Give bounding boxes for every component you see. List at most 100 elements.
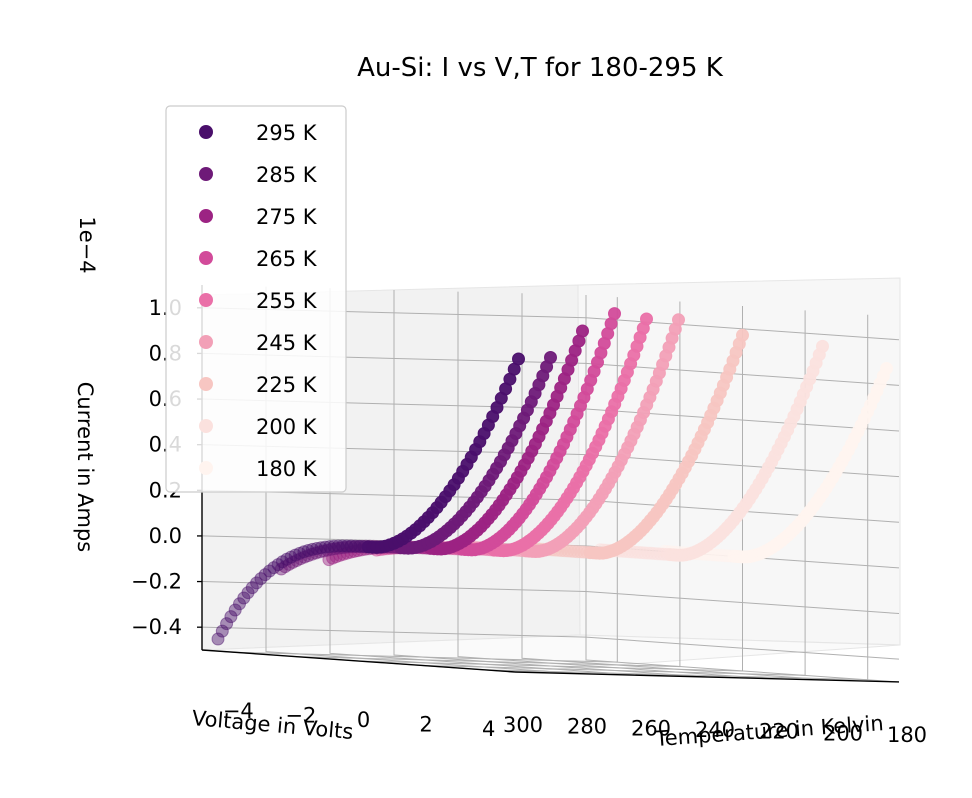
data-point [816,339,829,353]
y-tick-label: 180 [887,723,927,747]
data-point [317,544,331,558]
data-point [274,562,288,576]
legend-marker [199,251,213,265]
data-point [736,328,749,342]
gridline-v [233,297,618,663]
data-point [644,546,658,560]
legend-label: 225 K [256,373,318,397]
data-point [322,553,336,567]
y-axis-line [514,671,900,683]
data-point [320,543,334,557]
legend-frame [165,105,347,493]
data-point [631,545,645,559]
data-point [324,542,338,556]
legend-label: 200 K [256,415,318,439]
data-point [561,544,575,558]
data-point [714,548,728,562]
data-point [336,541,350,555]
data-point [640,312,653,326]
y-tick-label: 300 [503,713,543,737]
data-point [567,545,581,558]
x-tick-label: 2 [419,712,432,736]
x-tick-label: 4 [482,717,495,741]
x-tick-label: −2 [285,704,316,728]
y-tick-label: 280 [567,715,607,739]
data-point [647,547,661,560]
legend-label: 295 K [256,121,318,145]
data-point [672,313,685,327]
data-point [650,547,664,561]
data-point [326,551,340,565]
data-point [301,549,315,563]
x-axis-label: Voltage in Volts [191,706,354,744]
data-point [228,603,242,617]
data-point [348,539,362,553]
data-point [544,351,557,364]
data-point [641,546,655,560]
data-point [309,546,323,560]
data-point [711,548,725,562]
data-point [340,540,354,554]
data-point [347,544,361,558]
data-point [286,555,300,569]
data-point [263,564,276,578]
data-point [211,632,225,646]
legend: 295 K 285 K 275 K 265 K 255 K 245 K 225 K 200 K… [165,105,347,493]
data-point [215,624,229,638]
legend-marker [199,419,213,433]
data-point [336,539,349,553]
scatter-points [211,307,893,646]
data-point [275,555,289,569]
z-axis-label: Current in Amps [73,382,97,552]
data-point [327,539,341,553]
chart-title: Au-Si: I vs V,T for 180-295 K [357,53,724,83]
data-point [290,554,304,567]
data-point [301,544,315,557]
data-point [340,546,354,560]
data-point [318,540,332,554]
data-point [347,540,361,554]
gridline-v [295,301,681,668]
legend-label: 255 K [256,289,318,313]
data-point [294,552,307,566]
data-point [344,539,358,553]
data-point [608,307,621,321]
x-axis-line [201,649,516,673]
data-point [237,591,251,605]
data-point [282,557,296,571]
data-point [332,541,346,555]
data-point [880,362,893,375]
data-point [224,610,238,624]
legend-marker [199,293,213,307]
data-point [512,352,525,366]
legend-label: 265 K [256,247,318,271]
data-point [331,539,345,553]
series-295k [211,352,525,646]
data-point [297,550,311,564]
data-point [708,548,722,562]
data-point [628,545,642,559]
legend-marker [199,335,213,349]
legend-marker [199,377,213,391]
tick-labels: −0.4−0.20.00.20.40.60.81.0−4 −2 0 2 4 300 280 2… [131,296,927,747]
data-point [576,324,589,338]
legend-label: 245 K [256,331,318,355]
x-tick-label: 0 [357,708,370,732]
y-tick-label: 200 [823,721,863,745]
data-point [333,548,347,562]
gridline-v [421,310,806,676]
data-point [336,547,350,561]
data-point [278,560,292,574]
data-point [284,550,298,564]
data-point [297,545,311,559]
data-point [271,558,285,572]
data-point [233,597,246,611]
data-point [635,546,648,560]
legend-label: 275 K [256,205,318,229]
data-point [323,540,337,554]
gridline-v [358,305,743,672]
data-point [340,539,354,553]
data-point [280,552,294,566]
z-tick-label: 0.0 [149,524,182,548]
